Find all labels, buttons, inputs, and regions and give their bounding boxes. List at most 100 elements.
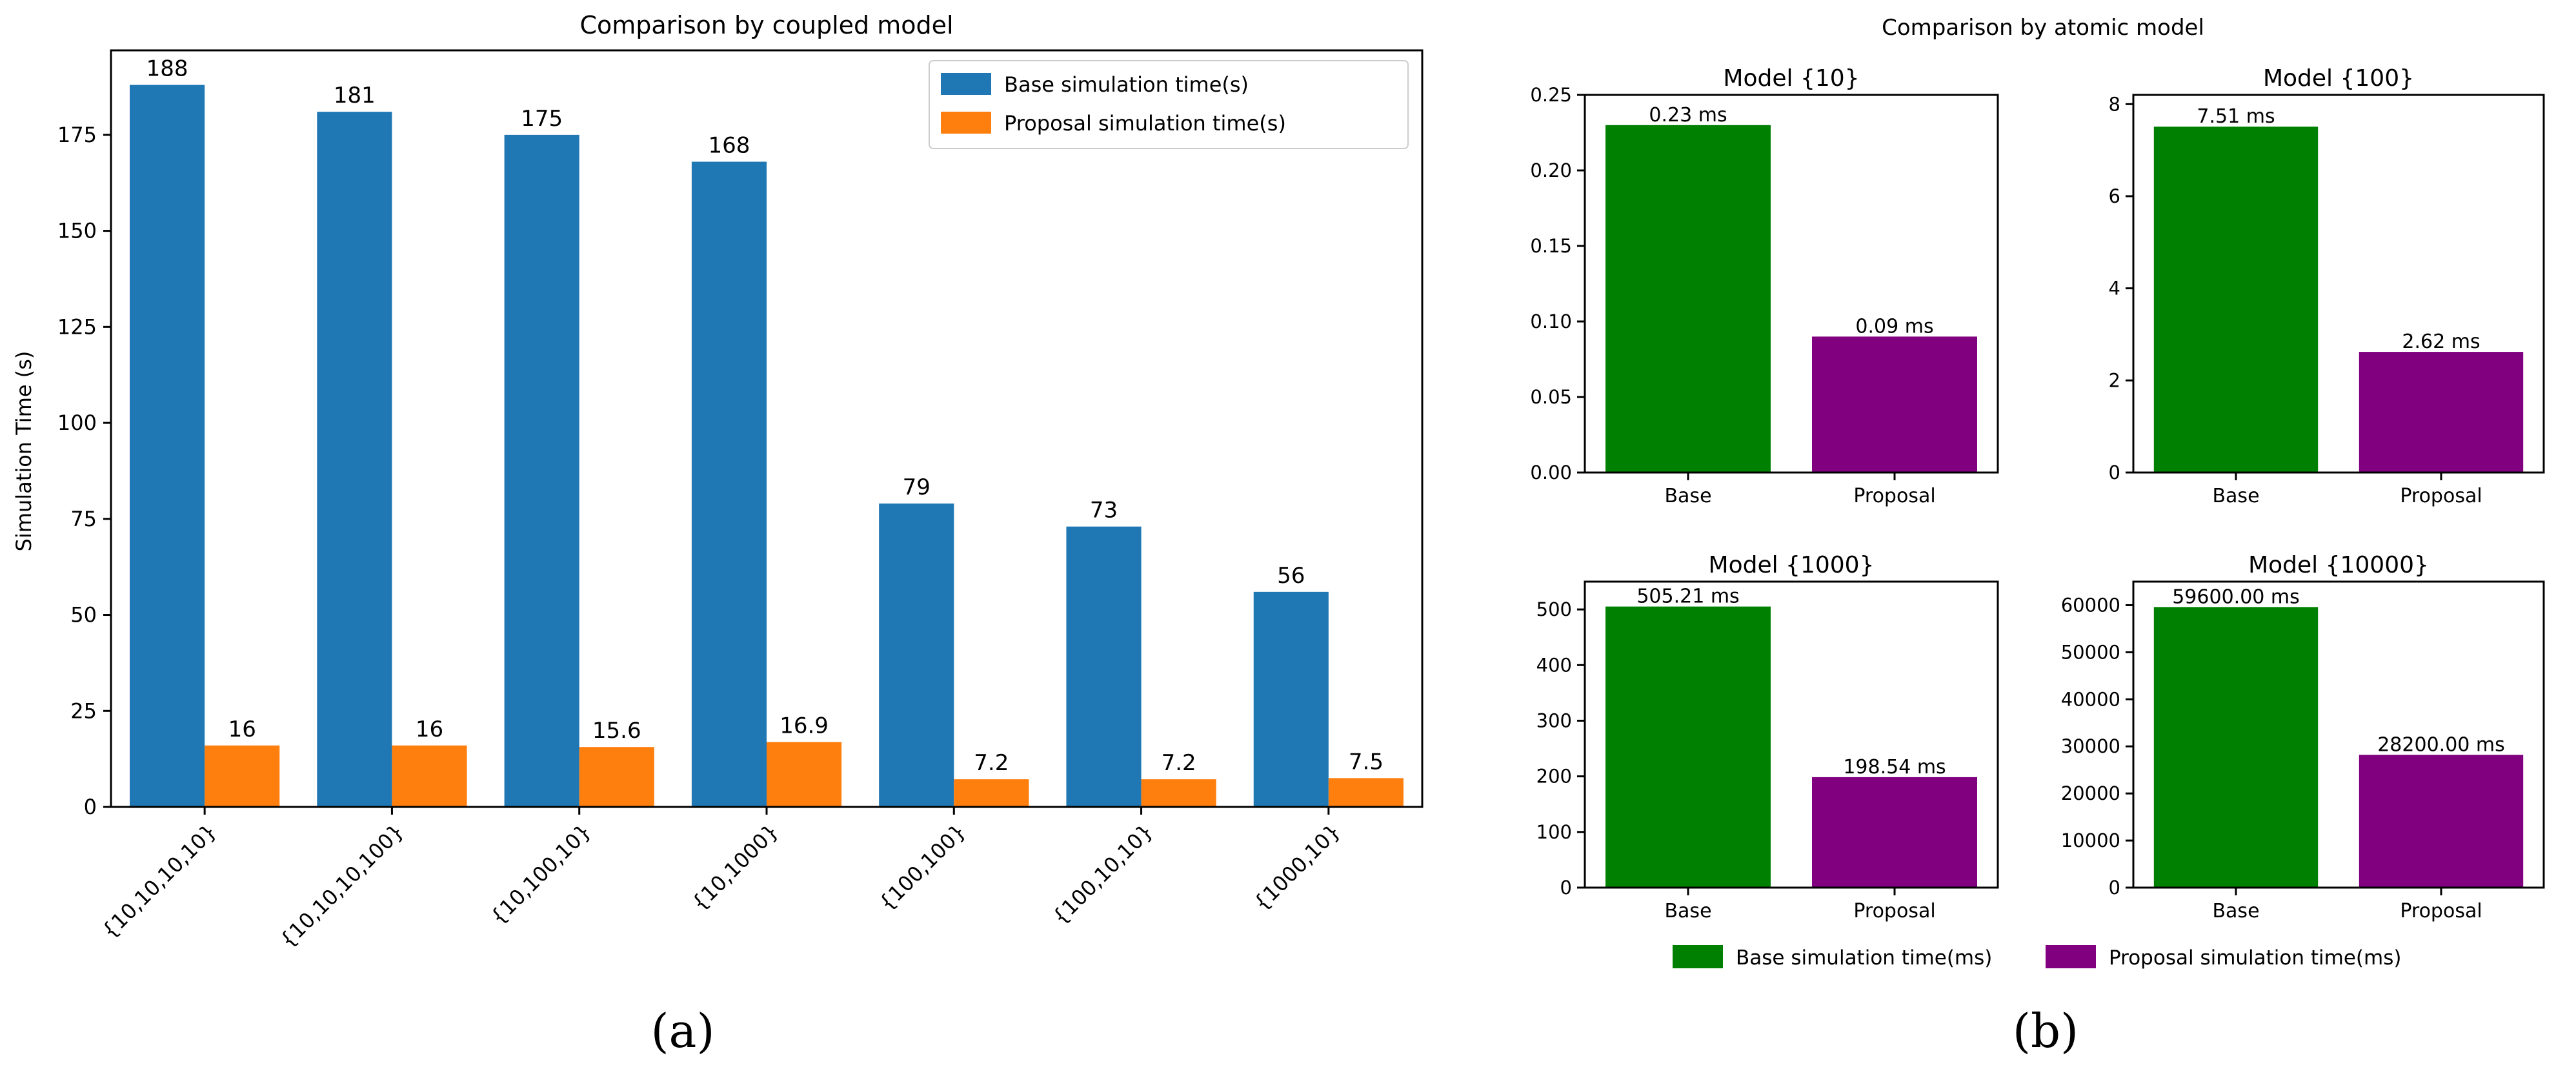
- subplot-title: Model {10}: [1723, 65, 1859, 92]
- y-tick-label: 0.05: [1530, 386, 1572, 408]
- y-tick-label: 50: [70, 603, 97, 627]
- bar-label-proposal: 15.6: [592, 718, 641, 744]
- x-tick-label: Proposal: [2400, 900, 2482, 922]
- bar-label-base: 56: [1277, 563, 1305, 589]
- y-tick-label: 100: [1536, 821, 1572, 843]
- panel-a-y-ticks: 0 25 50 75 100 125 150 175: [57, 123, 111, 819]
- bar-label-proposal: 7.2: [1162, 750, 1196, 776]
- bar-label-proposal: 0.09 ms: [1855, 315, 1933, 338]
- y-tick-label: 0.25: [1530, 84, 1572, 106]
- x-tick-label: Base: [1664, 485, 1711, 507]
- y-tick-label: 50000: [2061, 641, 2120, 663]
- subplot-frame: [2132, 94, 2545, 474]
- x-tick-label: Base: [2212, 900, 2259, 922]
- bar-label-base: 59600.00 ms: [2172, 585, 2300, 608]
- y-tick-label: 25: [70, 698, 97, 723]
- bar-label-base: 0.23 ms: [1649, 104, 1727, 127]
- y-tick-label: 400: [1536, 654, 1572, 676]
- subplot-0: Model {10} 0.00 0.05 0.10 0.15 0.20 0.25 0.23 m…: [1530, 65, 1999, 507]
- panel-a-plot-frame: [110, 49, 1424, 808]
- y-tick-label: 0: [84, 795, 97, 819]
- x-tick-label: Base: [1664, 900, 1711, 922]
- bar-label-base: 505.21 ms: [1636, 585, 1739, 608]
- y-tick-label: 150: [57, 219, 97, 243]
- y-tick-label: 500: [1536, 598, 1572, 620]
- panel-a-bars: 188 16 181 16 175 15.6 168 16.9 79 7.2 73 7.2 56 7.5: [130, 56, 1404, 807]
- bar-proposal: [2359, 755, 2524, 888]
- bar-label-proposal: 7.2: [974, 750, 1009, 776]
- bar-label-base: 7.51 ms: [2197, 105, 2275, 128]
- bar-base: [1066, 526, 1142, 807]
- y-tick-label: 8: [2109, 93, 2120, 115]
- y-tick-label: 0.10: [1530, 311, 1572, 332]
- legend-label-proposal-ms: Proposal simulation time(ms): [2109, 946, 2401, 970]
- bar-proposal: [1141, 779, 1216, 807]
- bar-label-proposal: 16: [228, 717, 256, 742]
- bar-proposal: [954, 779, 1029, 807]
- subplot-frame: [1584, 94, 1999, 474]
- y-tick-label: 0: [1560, 877, 1572, 899]
- bar-label-proposal: 28200.00 ms: [2377, 733, 2505, 756]
- subplot-title: Model {10000}: [2248, 552, 2429, 578]
- y-tick-label: 125: [57, 314, 97, 339]
- bar-label-proposal: 2.62 ms: [2402, 331, 2480, 353]
- bar-label-proposal: 16: [416, 717, 443, 742]
- y-tick-label: 30000: [2061, 735, 2120, 757]
- legend-label-base: Base simulation time(s): [1004, 72, 1249, 97]
- y-tick-label: 0.00: [1530, 462, 1572, 484]
- bar-proposal: [767, 742, 842, 807]
- subplot-title: Model {100}: [2263, 65, 2414, 92]
- panel-a-legend: Base simulation time(s) Proposal simulat…: [929, 60, 1409, 149]
- panel-b-title: Comparison by atomic model: [1882, 15, 2204, 41]
- bar-base: [879, 504, 954, 807]
- y-tick-label: 175: [57, 123, 97, 147]
- y-tick-label: 200: [1536, 766, 1572, 788]
- y-tick-label: 300: [1536, 709, 1572, 731]
- bar-proposal: [205, 745, 280, 807]
- bar-base: [2153, 127, 2319, 473]
- panel-b-subplots: Model {10} 0.00 0.05 0.10 0.15 0.20 0.25 0.23 m…: [1530, 65, 2545, 922]
- subplot-3: Model {10000} 0 10000 20000 30000 40000 50000 6…: [2061, 552, 2545, 922]
- bar-base: [130, 85, 205, 807]
- bar-base: [317, 112, 392, 807]
- bar-label-base: 181: [334, 83, 376, 108]
- bar-base: [1605, 606, 1771, 888]
- bar-label-proposal: 198.54 ms: [1843, 756, 1946, 779]
- y-tick-label: 0.20: [1530, 159, 1572, 181]
- caption-a: (a): [650, 1004, 714, 1058]
- bar-proposal: [1812, 336, 1977, 473]
- subplot-frame: [1584, 580, 1999, 889]
- y-tick-label: 40000: [2061, 688, 2120, 710]
- y-tick-label: 6: [2109, 185, 2120, 207]
- x-tick-label: Proposal: [1853, 900, 1935, 922]
- bar-label-base: 79: [903, 474, 931, 500]
- panel-b: Comparison by atomic model Model {10} 0.0…: [1530, 15, 2545, 970]
- bar-base: [504, 134, 579, 807]
- legend-swatch-base-ms: [1673, 945, 1723, 968]
- subplot-title: Model {1000}: [1709, 552, 1875, 578]
- bar-label-proposal: 16.9: [780, 713, 829, 738]
- bar-base: [691, 161, 767, 807]
- bar-label-base: 168: [708, 133, 750, 159]
- x-tick-label: Proposal: [1853, 485, 1935, 507]
- bar-proposal: [392, 745, 467, 807]
- bar-label-proposal: 7.5: [1349, 749, 1384, 775]
- bar-proposal: [2359, 352, 2524, 473]
- y-tick-label: 4: [2109, 278, 2120, 300]
- bar-label-base: 175: [521, 106, 563, 132]
- y-tick-label: 2: [2109, 369, 2120, 391]
- legend-swatch-proposal-ms: [2046, 945, 2096, 968]
- legend-swatch-proposal: [941, 112, 991, 134]
- bar-base: [2153, 607, 2319, 888]
- bar-label-base: 188: [146, 56, 188, 82]
- y-tick-label: 0.15: [1530, 235, 1572, 257]
- bar-proposal: [1328, 778, 1404, 807]
- bar-proposal: [579, 747, 654, 807]
- panel-a-y-axis-label: Simulation Time (s): [12, 351, 36, 552]
- legend-swatch-base: [941, 73, 991, 95]
- y-tick-label: 0: [2109, 877, 2120, 899]
- x-tick-label: Proposal: [2400, 485, 2482, 507]
- subplot-1: Model {100} 0 2 4 6 8 7.51 ms Base 2.62 ms Propos…: [2109, 65, 2545, 507]
